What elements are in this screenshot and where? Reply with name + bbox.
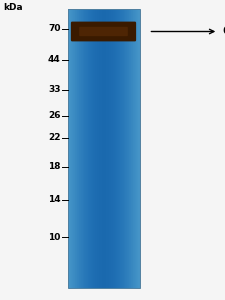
Text: 26: 26 <box>48 111 61 120</box>
Bar <box>68 9 140 288</box>
Text: 22: 22 <box>48 134 61 142</box>
Text: 14: 14 <box>48 195 61 204</box>
Text: 70: 70 <box>48 24 61 33</box>
Text: kDa: kDa <box>4 3 23 12</box>
FancyBboxPatch shape <box>79 27 128 36</box>
FancyBboxPatch shape <box>71 22 136 41</box>
Text: 18: 18 <box>48 162 61 171</box>
Text: 33: 33 <box>48 85 61 94</box>
Text: 60kDa: 60kDa <box>223 26 225 37</box>
Text: 10: 10 <box>48 232 61 242</box>
Text: 44: 44 <box>48 56 61 64</box>
